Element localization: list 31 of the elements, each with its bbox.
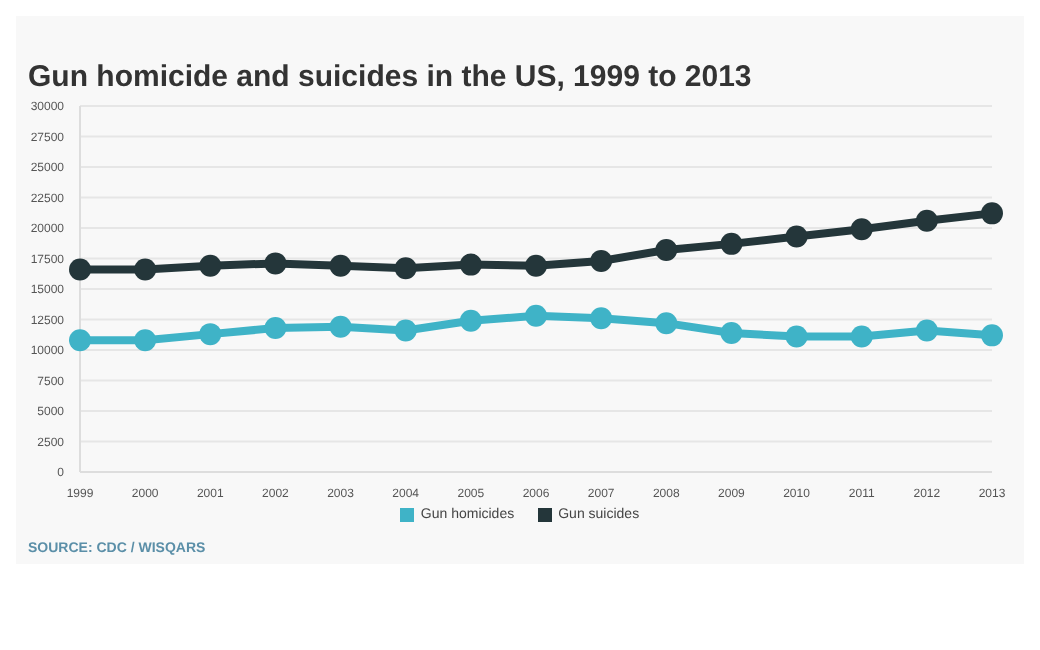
point bbox=[655, 238, 678, 261]
point bbox=[915, 209, 938, 232]
point bbox=[459, 253, 482, 276]
point bbox=[981, 324, 1003, 347]
point bbox=[981, 202, 1003, 225]
point bbox=[329, 254, 352, 277]
point bbox=[394, 319, 417, 342]
point bbox=[655, 312, 678, 335]
point bbox=[69, 258, 91, 281]
point bbox=[329, 315, 352, 338]
point bbox=[720, 232, 743, 255]
point bbox=[720, 321, 743, 344]
point bbox=[199, 254, 222, 277]
point bbox=[69, 329, 91, 352]
point bbox=[459, 309, 482, 332]
point bbox=[915, 319, 938, 342]
point bbox=[590, 307, 613, 330]
point bbox=[394, 257, 417, 280]
point bbox=[850, 218, 873, 241]
point bbox=[525, 254, 547, 277]
chart-title: Gun homicide and suicides in the US, 1999 to 2013 bbox=[26, 58, 754, 94]
point bbox=[590, 249, 613, 272]
point bbox=[785, 225, 808, 248]
point bbox=[525, 304, 547, 327]
point bbox=[785, 325, 808, 348]
point bbox=[134, 258, 157, 281]
point bbox=[199, 323, 222, 346]
point bbox=[134, 329, 157, 352]
point bbox=[850, 325, 873, 348]
point bbox=[264, 317, 287, 340]
point bbox=[264, 252, 287, 275]
